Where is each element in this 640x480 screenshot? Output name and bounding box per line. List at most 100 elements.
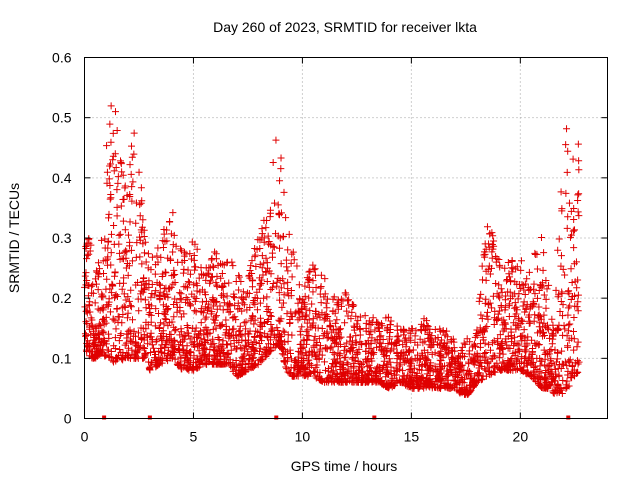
data-point bbox=[296, 348, 304, 356]
data-point bbox=[540, 319, 548, 327]
data-point bbox=[140, 233, 148, 241]
data-point bbox=[321, 330, 329, 338]
data-point bbox=[89, 289, 97, 297]
data-point bbox=[490, 352, 498, 360]
data-point bbox=[355, 345, 363, 353]
data-point bbox=[162, 284, 170, 292]
chart-title: Day 260 of 2023, SRMTID for receiver lkt… bbox=[213, 19, 477, 35]
data-point bbox=[218, 291, 226, 299]
data-point bbox=[127, 303, 135, 311]
data-point bbox=[343, 307, 351, 315]
data-point bbox=[386, 347, 394, 355]
data-point bbox=[405, 366, 413, 374]
data-point bbox=[489, 292, 497, 300]
data-point bbox=[562, 141, 570, 149]
data-point bbox=[566, 302, 574, 310]
data-point bbox=[110, 167, 118, 175]
data-point bbox=[555, 360, 563, 368]
data-point bbox=[265, 237, 273, 245]
data-point bbox=[423, 362, 431, 370]
data-point bbox=[282, 256, 290, 264]
data-point bbox=[103, 142, 111, 150]
data-point bbox=[263, 259, 271, 267]
y-tick-label: 0 bbox=[64, 411, 72, 427]
data-point bbox=[353, 350, 361, 358]
data-point bbox=[365, 349, 373, 357]
data-point bbox=[197, 335, 205, 343]
data-point bbox=[177, 296, 185, 304]
data-point bbox=[185, 332, 193, 340]
data-point bbox=[158, 349, 166, 357]
data-point bbox=[264, 316, 272, 324]
data-point bbox=[136, 233, 144, 241]
data-point bbox=[119, 311, 127, 319]
data-point bbox=[466, 338, 474, 346]
data-point bbox=[390, 381, 398, 389]
data-point bbox=[399, 355, 407, 363]
data-point bbox=[455, 388, 463, 396]
data-point bbox=[503, 341, 511, 349]
data-point bbox=[477, 290, 485, 298]
data-point bbox=[574, 307, 582, 315]
data-point bbox=[104, 261, 112, 269]
data-point bbox=[393, 333, 401, 341]
data-point bbox=[119, 171, 127, 179]
data-point bbox=[105, 295, 113, 303]
data-point bbox=[139, 354, 147, 362]
data-point bbox=[309, 288, 317, 296]
data-point bbox=[127, 302, 135, 310]
data-point bbox=[410, 384, 418, 392]
data-point bbox=[141, 351, 149, 359]
data-point bbox=[280, 299, 288, 307]
data-point bbox=[86, 347, 94, 355]
data-point bbox=[287, 312, 295, 320]
y-tick-label: 0.4 bbox=[52, 170, 72, 186]
data-point bbox=[317, 299, 325, 307]
data-point bbox=[333, 358, 341, 366]
data-point bbox=[186, 270, 194, 278]
data-point bbox=[548, 315, 556, 323]
data-point bbox=[351, 356, 359, 364]
data-point bbox=[356, 359, 364, 367]
data-point bbox=[317, 282, 325, 290]
data-point bbox=[120, 255, 128, 263]
data-point bbox=[291, 310, 299, 318]
data-point bbox=[206, 264, 214, 272]
data-point bbox=[384, 383, 392, 391]
data-point bbox=[485, 243, 493, 251]
data-point bbox=[126, 218, 134, 226]
data-point bbox=[107, 160, 115, 168]
data-point bbox=[490, 362, 498, 370]
data-point bbox=[310, 336, 318, 344]
data-point bbox=[479, 336, 487, 344]
data-point bbox=[195, 358, 203, 366]
data-point bbox=[236, 370, 244, 378]
data-point bbox=[81, 330, 89, 338]
data-point bbox=[136, 236, 144, 244]
data-point bbox=[90, 334, 98, 342]
data-point bbox=[268, 253, 276, 261]
data-point bbox=[477, 340, 485, 348]
data-point bbox=[127, 286, 135, 294]
data-point bbox=[484, 360, 492, 368]
data-point bbox=[148, 289, 156, 297]
data-point bbox=[221, 280, 229, 288]
data-point bbox=[109, 156, 117, 164]
data-point bbox=[107, 102, 115, 110]
x-tick-label: 5 bbox=[190, 429, 198, 445]
data-point bbox=[493, 290, 501, 298]
data-point bbox=[176, 304, 184, 312]
data-point bbox=[152, 361, 160, 369]
data-point bbox=[303, 336, 311, 344]
data-point bbox=[195, 274, 203, 282]
data-point bbox=[416, 335, 424, 343]
data-point bbox=[144, 250, 152, 258]
data-point bbox=[125, 242, 133, 250]
data-point bbox=[189, 363, 197, 371]
data-point bbox=[85, 250, 93, 258]
data-point bbox=[399, 367, 407, 375]
data-point bbox=[276, 333, 284, 341]
data-point bbox=[315, 351, 323, 359]
data-point bbox=[387, 317, 395, 325]
gap-marker bbox=[566, 415, 571, 420]
